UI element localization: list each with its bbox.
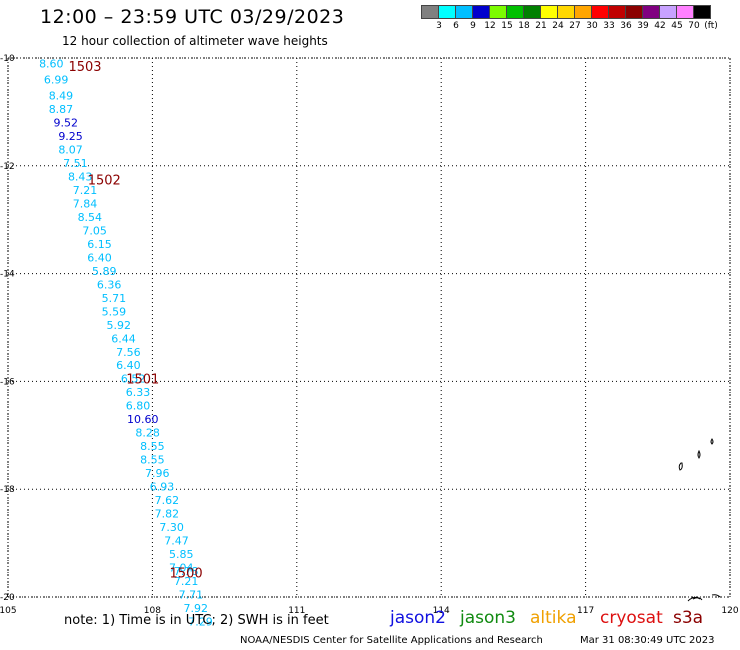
time-label: 1502 bbox=[88, 173, 121, 188]
wave-height-label: 7.51 bbox=[63, 157, 88, 170]
wave-height-label: 7.21 bbox=[174, 575, 199, 588]
footer-timestamp: Mar 31 08:30:49 UTC 2023 bbox=[580, 635, 715, 646]
wave-height-label: 8.43 bbox=[68, 171, 93, 184]
legend-cryosat: cryosat bbox=[600, 608, 663, 628]
wave-height-label: 6.44 bbox=[111, 332, 136, 345]
time-label: 1500 bbox=[170, 567, 203, 582]
colorbar-label: 18 bbox=[518, 21, 530, 31]
colorbar-label: 9 bbox=[470, 21, 476, 31]
wave-height-label: 6.93 bbox=[150, 481, 175, 494]
lat-tick-label: -14 bbox=[0, 270, 15, 280]
lat-tick-label: -16 bbox=[0, 377, 15, 387]
wave-height-label: 8.87 bbox=[49, 103, 74, 116]
lon-tick-label: 114 bbox=[433, 606, 450, 616]
lon-tick-label: 105 bbox=[0, 606, 17, 616]
colorbar-label: 6 bbox=[453, 21, 459, 31]
wave-height-label: 5.92 bbox=[106, 319, 131, 332]
colorbar-label: 42 bbox=[654, 21, 666, 31]
time-label: 1501 bbox=[126, 373, 159, 388]
footer-credit: NOAA/NESDIS Center for Satellite Applica… bbox=[240, 635, 543, 646]
wave-height-label: 8.28 bbox=[135, 427, 160, 440]
wave-height-label: 7.29 bbox=[188, 615, 213, 628]
colorbar-label: 15 bbox=[501, 21, 513, 31]
colorbar bbox=[421, 5, 711, 19]
colorbar-labels: 3 6 9 12 15 18 21 24 27 30 33 36 39 42 45 70 (ft) bbox=[422, 21, 740, 33]
page-title: 12:00 – 23:59 UTC 03/29/2023 bbox=[40, 6, 345, 28]
wave-height-label: 5.85 bbox=[169, 548, 194, 561]
lon-tick-label: 117 bbox=[577, 606, 594, 616]
colorbar-label: 45 bbox=[671, 21, 683, 31]
colorbar-label: 70 bbox=[688, 21, 700, 31]
colorbar-label: 21 bbox=[535, 21, 547, 31]
observation-labels: 8.606.998.498.879.529.258.077.518.437.21… bbox=[39, 57, 213, 628]
wave-height-label: 7.82 bbox=[155, 507, 180, 520]
wave-height-label: 8.07 bbox=[58, 144, 83, 157]
page-subtitle: 12 hour collection of altimeter wave hei… bbox=[62, 34, 328, 48]
colorbar-label: 24 bbox=[552, 21, 564, 31]
footer-note: note: 1) Time is in UTC; 2) SWH is in fe… bbox=[64, 613, 329, 628]
colorbar-label: 27 bbox=[569, 21, 581, 31]
lat-tick-label: -20 bbox=[0, 593, 15, 603]
time-labels: 1503 1502 1501 1500 bbox=[68, 60, 202, 582]
wave-height-label: 6.15 bbox=[87, 238, 112, 251]
axis-ticks: 105 108 111 114 117 120 -10 -12 -14 -16 -18 -20 bbox=[0, 54, 739, 616]
wave-height-label: 8.54 bbox=[78, 211, 103, 224]
wave-height-label: 6.40 bbox=[116, 359, 141, 372]
lon-tick-label: 111 bbox=[288, 606, 305, 616]
wave-height-label: 7.04 bbox=[169, 561, 194, 574]
wave-height-label: 6.36 bbox=[97, 278, 122, 291]
wave-height-label: 10.60 bbox=[127, 413, 159, 426]
colorbar-label: (ft) bbox=[704, 21, 718, 31]
wave-height-label: 6.33 bbox=[126, 386, 151, 399]
wave-height-label: 8.55 bbox=[140, 440, 165, 453]
wave-height-label: 8.60 bbox=[39, 57, 64, 70]
colorbar-label: 36 bbox=[620, 21, 632, 31]
map-grid bbox=[7, 57, 731, 598]
wave-height-label: 6.52 bbox=[121, 373, 146, 386]
colorbar-label: 3 bbox=[436, 21, 442, 31]
wave-height-label: 5.89 bbox=[92, 265, 117, 278]
wave-height-label: 5.59 bbox=[102, 305, 127, 318]
wave-height-label: 7.05 bbox=[82, 224, 107, 237]
wave-height-label: 7.62 bbox=[155, 494, 180, 507]
wave-height-label: 9.52 bbox=[54, 117, 79, 130]
colorbar-label: 12 bbox=[484, 21, 496, 31]
lon-tick-label: 108 bbox=[144, 606, 161, 616]
wave-height-label: 6.99 bbox=[44, 74, 69, 87]
lon-tick-label: 120 bbox=[721, 606, 738, 616]
wave-height-label: 6.40 bbox=[87, 251, 112, 264]
wave-height-label: 9.25 bbox=[58, 130, 83, 143]
wave-height-label: 7.96 bbox=[145, 467, 170, 480]
time-label: 1503 bbox=[68, 60, 101, 75]
colorbar-label: 39 bbox=[637, 21, 649, 31]
wave-height-label: 7.47 bbox=[164, 534, 189, 547]
wave-height-label: 7.78 bbox=[174, 565, 199, 578]
wave-height-label: 6.80 bbox=[126, 400, 151, 413]
wave-height-label: 5.71 bbox=[102, 292, 127, 305]
wave-height-label: 7.84 bbox=[73, 198, 98, 211]
lat-tick-label: -12 bbox=[0, 162, 15, 172]
legend-jason2: jason2 bbox=[390, 608, 446, 628]
wave-height-label: 7.30 bbox=[159, 521, 184, 534]
legend-s3a: s3a bbox=[673, 608, 704, 628]
colorbar-label: 30 bbox=[586, 21, 598, 31]
lat-tick-label: -10 bbox=[0, 54, 15, 64]
lat-tick-label: -18 bbox=[0, 485, 15, 495]
colorbar-swatch bbox=[693, 5, 711, 19]
legend-altika: altika bbox=[530, 608, 577, 628]
coastline-islands bbox=[678, 438, 721, 602]
wave-height-label: 7.21 bbox=[73, 184, 98, 197]
wave-height-label: 7.92 bbox=[183, 602, 208, 615]
legend-jason3: jason3 bbox=[460, 608, 516, 628]
wave-height-label: 8.55 bbox=[140, 454, 165, 467]
wave-height-label: 8.49 bbox=[49, 90, 74, 103]
wave-height-label: 7.71 bbox=[179, 588, 204, 601]
colorbar-label: 33 bbox=[603, 21, 615, 31]
wave-height-label: 7.56 bbox=[116, 346, 141, 359]
